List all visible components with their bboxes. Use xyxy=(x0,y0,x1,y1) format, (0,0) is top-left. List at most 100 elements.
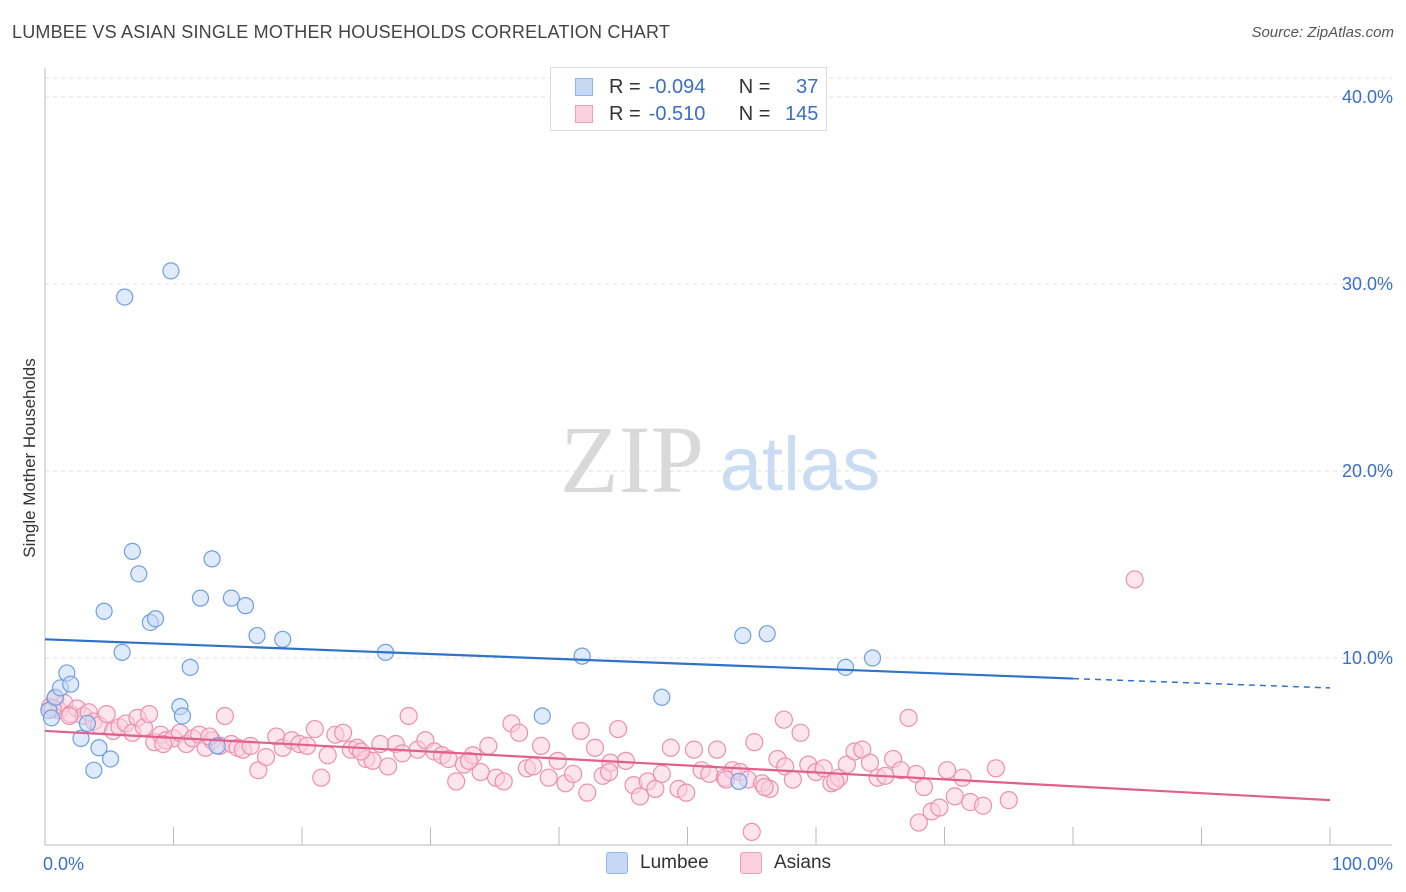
source-credit: Source: ZipAtlas.com xyxy=(1251,24,1394,41)
data-point xyxy=(573,647,591,665)
data-point xyxy=(181,658,199,676)
legend-row-lumbee: R = -0.094 N = 37 xyxy=(575,74,818,100)
data-point xyxy=(173,707,192,725)
data-point xyxy=(85,761,103,779)
data-point xyxy=(860,753,880,772)
watermark-zip: ZIP xyxy=(560,406,704,513)
legend-item-lumbee: Lumbee xyxy=(606,852,709,874)
data-point xyxy=(154,734,173,754)
data-point xyxy=(116,288,134,306)
data-point xyxy=(130,565,148,583)
data-point xyxy=(585,738,605,757)
data-point xyxy=(256,748,276,767)
legend-n-label: N = xyxy=(738,102,771,125)
data-point xyxy=(745,733,764,752)
data-point xyxy=(533,707,551,725)
data-point xyxy=(146,610,165,628)
legend-r-value: -0.510 xyxy=(648,102,706,125)
y-axis-label: Single Mother Households xyxy=(20,358,39,557)
data-point xyxy=(274,630,292,648)
data-point xyxy=(241,736,260,755)
data-point xyxy=(123,542,141,561)
data-point xyxy=(139,704,159,724)
data-point xyxy=(945,787,964,806)
legend-label-lumbee: Lumbee xyxy=(640,852,709,873)
data-point xyxy=(72,729,90,748)
data-point xyxy=(742,822,761,842)
data-point xyxy=(899,708,918,727)
data-point xyxy=(191,589,210,607)
data-point xyxy=(999,791,1018,810)
data-point xyxy=(826,772,845,791)
data-point xyxy=(539,768,558,787)
data-point xyxy=(684,740,704,759)
series-asians xyxy=(41,570,1144,842)
data-point xyxy=(334,723,353,742)
data-point xyxy=(42,709,61,727)
legend-n-value: 37 xyxy=(796,75,819,98)
legend-r-label: R = xyxy=(609,75,641,98)
data-point xyxy=(494,772,513,791)
data-point xyxy=(630,787,650,806)
legend-n-label: N = xyxy=(738,75,771,98)
series-lumbee xyxy=(40,262,882,791)
data-point xyxy=(755,777,774,797)
data-point xyxy=(609,719,628,739)
data-point xyxy=(95,602,113,620)
data-point xyxy=(524,757,543,776)
data-point xyxy=(600,762,619,782)
data-point xyxy=(791,723,810,742)
data-point xyxy=(90,739,108,757)
data-point xyxy=(661,738,680,757)
legend-r-value: -0.094 xyxy=(648,75,706,98)
y-tick-label: 40.0% xyxy=(1342,87,1393,107)
data-point xyxy=(758,625,776,643)
data-point xyxy=(162,262,180,280)
data-point xyxy=(378,757,398,776)
series-legend: Lumbee Asians xyxy=(0,852,1406,878)
watermark: ZIP atlas xyxy=(560,406,880,513)
data-point xyxy=(677,783,696,802)
trend-line-lumbee-extension xyxy=(1072,677,1331,689)
data-point xyxy=(62,675,80,693)
data-point xyxy=(305,719,324,739)
data-point xyxy=(734,626,752,645)
data-point xyxy=(653,688,671,706)
legend-row-asians: R = -0.510 N = 145 xyxy=(575,101,818,127)
data-point xyxy=(652,764,671,784)
tick-labels: 10.0% 20.0% 30.0% 40.0% 0.0% 100.0% xyxy=(43,87,1393,874)
trend-lines xyxy=(44,638,1331,802)
chart-title: LUMBEE VS ASIAN SINGLE MOTHER HOUSEHOLDS… xyxy=(12,22,671,42)
data-point xyxy=(953,768,972,787)
data-point xyxy=(222,589,240,607)
data-point xyxy=(564,764,583,784)
data-point xyxy=(479,736,498,755)
data-point xyxy=(548,751,567,770)
data-point xyxy=(352,742,371,761)
axes xyxy=(44,68,1392,846)
data-point xyxy=(909,813,928,832)
data-point xyxy=(1125,570,1144,589)
data-point xyxy=(208,737,226,755)
trend-line-asians xyxy=(44,729,1331,802)
x-tick-label: 100.0% xyxy=(1332,854,1393,874)
data-point xyxy=(236,597,255,615)
data-point xyxy=(863,649,882,667)
data-point xyxy=(78,714,97,733)
data-point xyxy=(774,710,793,729)
data-point xyxy=(986,759,1006,778)
data-point xyxy=(730,772,748,791)
data-point xyxy=(578,783,597,802)
data-point xyxy=(571,721,590,741)
watermark-atlas: atlas xyxy=(720,422,881,507)
grid-lines xyxy=(45,77,1392,659)
data-point xyxy=(707,740,727,759)
data-point xyxy=(930,798,949,817)
data-point xyxy=(459,751,479,770)
data-point xyxy=(203,550,221,568)
legend-r-label: R = xyxy=(609,102,641,125)
legend-item-asians: Asians xyxy=(740,852,831,874)
data-point xyxy=(318,746,337,765)
legend-swatch-asians xyxy=(740,852,762,874)
